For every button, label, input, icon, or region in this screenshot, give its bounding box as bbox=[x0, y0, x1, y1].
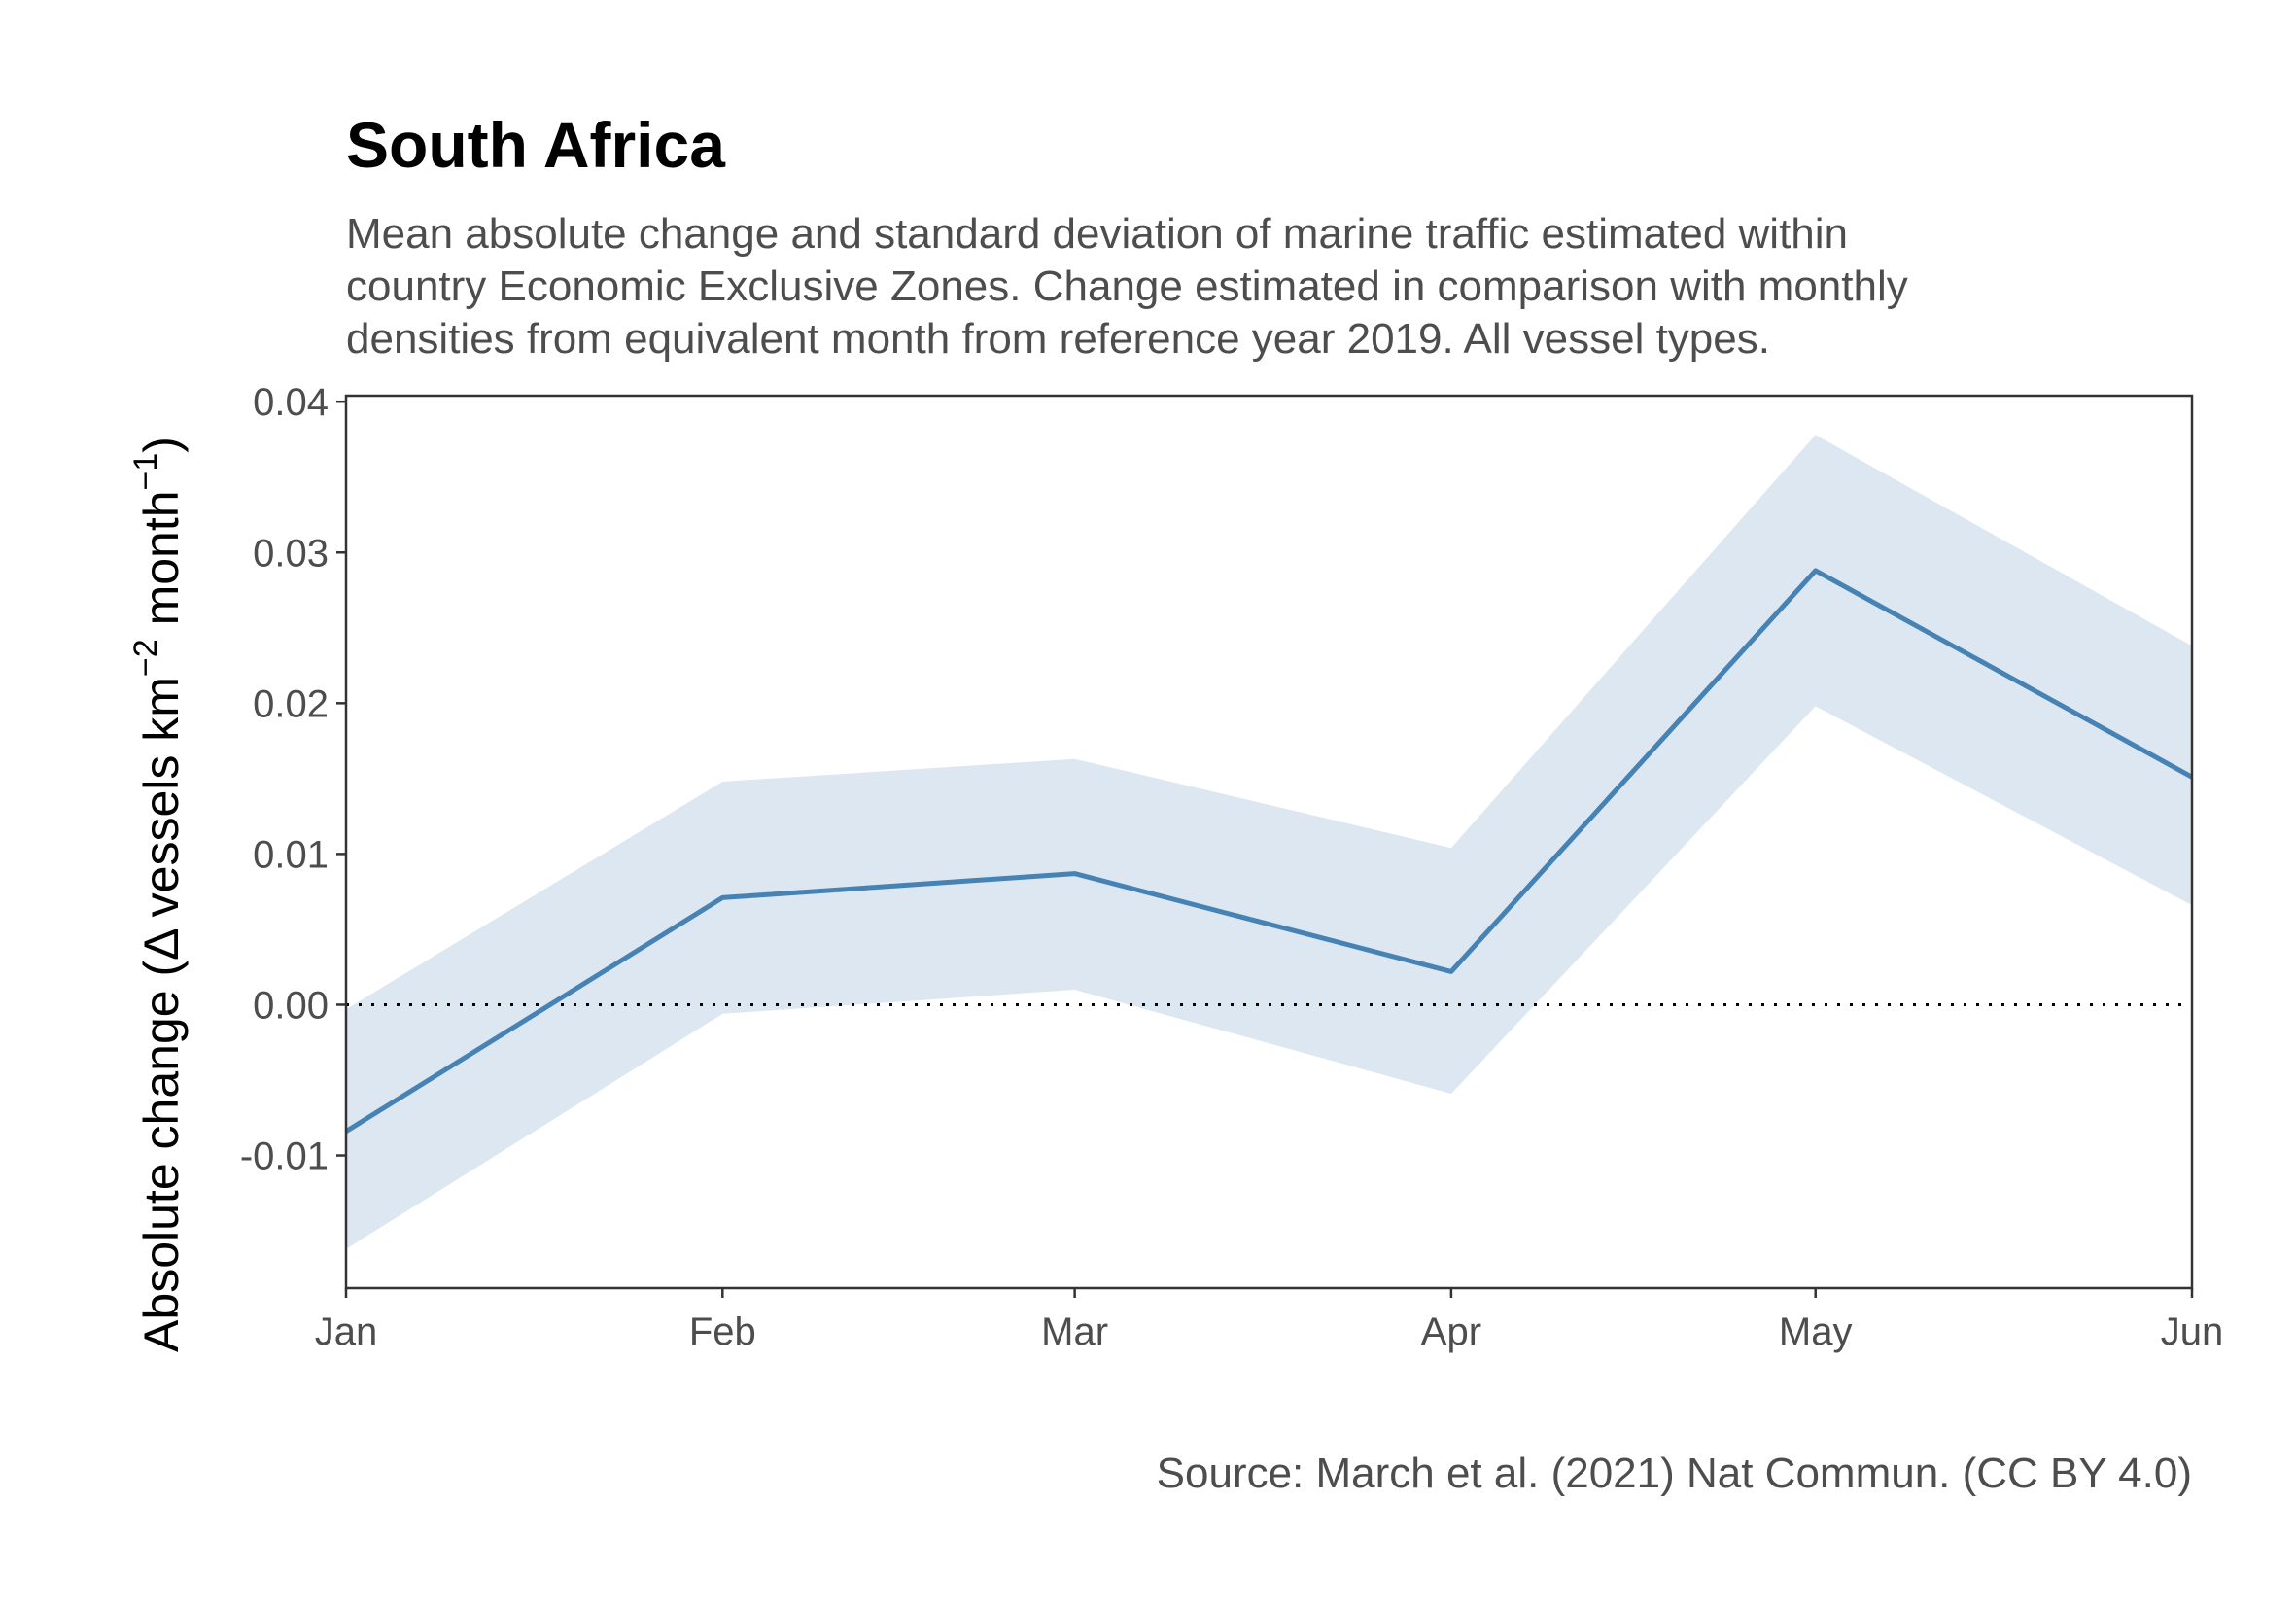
x-tick-label: Mar bbox=[1041, 1310, 1108, 1353]
y-tick-label: 0.00 bbox=[253, 984, 329, 1027]
y-tick-label: 0.03 bbox=[253, 532, 329, 575]
y-tick-label: 0.01 bbox=[253, 833, 329, 876]
chart-subtitle-line-2: country Economic Exclusive Zones. Change… bbox=[346, 262, 1908, 310]
mean-line bbox=[344, 568, 2194, 1134]
x-tick-label: May bbox=[1779, 1310, 1853, 1353]
y-axis-label-delta: Δ bbox=[134, 929, 189, 961]
y-axis-label: Absolute change (Δ vessels km−2 month−1) bbox=[127, 437, 189, 1352]
plot-border bbox=[344, 394, 2194, 1290]
y-axis-label-prefix: Absolute change ( bbox=[134, 961, 189, 1352]
y-axis-label-sup-1: −2 bbox=[127, 639, 164, 677]
y-axis-label-mid: vessels km bbox=[134, 677, 189, 930]
y-tick-label: -0.01 bbox=[240, 1135, 329, 1178]
chart-subtitle-line-1: Mean absolute change and standard deviat… bbox=[346, 210, 1848, 258]
y-tick-label: 0.02 bbox=[253, 682, 329, 725]
x-tick-label: Jan bbox=[315, 1310, 378, 1353]
chart-caption: Source: March et al. (2021) Nat Commun. … bbox=[1157, 1450, 2192, 1497]
y-tick-label: 0.04 bbox=[253, 381, 329, 424]
y-axis-label-mid-2: month bbox=[134, 490, 189, 639]
x-tick-label: Feb bbox=[689, 1310, 756, 1353]
x-tick-label: Apr bbox=[1421, 1310, 1481, 1353]
chart-title: South Africa bbox=[346, 109, 726, 181]
x-tick-label: Jun bbox=[2161, 1310, 2224, 1353]
y-axis-label-suffix: ) bbox=[134, 437, 189, 453]
y-axis-label-sup-2: −1 bbox=[127, 453, 164, 491]
sd-ribbon bbox=[346, 435, 2192, 1249]
plot-area: -0.01 0.00 0.01 0.02 0.03 0.04 Jan Feb Mar Apr May… bbox=[240, 381, 2223, 1353]
chart-subtitle-line-3: densities from equivalent month from ref… bbox=[346, 315, 1770, 363]
